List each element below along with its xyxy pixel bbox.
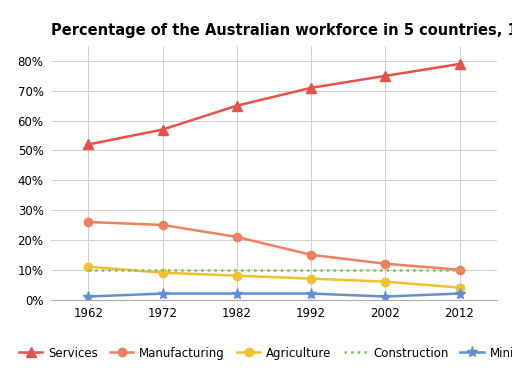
Agriculture — [457, 285, 463, 290]
Mining — [382, 294, 388, 299]
Text: Percentage of the Australian workforce in 5 countries, 1962 - 2012: Percentage of the Australian workforce i… — [51, 23, 512, 38]
Mining — [457, 291, 463, 296]
Mining — [233, 291, 240, 296]
Manufacturing — [457, 267, 463, 272]
Legend: Services, Manufacturing, Agriculture, Construction, Mining: Services, Manufacturing, Agriculture, Co… — [14, 342, 512, 364]
Manufacturing — [308, 253, 314, 257]
Line: Manufacturing: Manufacturing — [84, 218, 464, 274]
Services — [85, 142, 91, 147]
Construction — [457, 267, 463, 272]
Construction — [382, 267, 388, 272]
Agriculture — [85, 265, 91, 269]
Agriculture — [308, 276, 314, 281]
Manufacturing — [382, 262, 388, 266]
Agriculture — [382, 279, 388, 284]
Agriculture — [233, 273, 240, 278]
Construction — [159, 267, 165, 272]
Line: Mining: Mining — [83, 288, 465, 302]
Line: Services: Services — [83, 59, 464, 149]
Services — [457, 62, 463, 66]
Mining — [308, 291, 314, 296]
Line: Agriculture: Agriculture — [84, 263, 464, 292]
Services — [159, 127, 165, 132]
Agriculture — [159, 270, 165, 275]
Mining — [85, 294, 91, 299]
Manufacturing — [159, 223, 165, 227]
Mining — [159, 291, 165, 296]
Manufacturing — [85, 220, 91, 224]
Services — [382, 74, 388, 78]
Construction — [308, 267, 314, 272]
Construction — [85, 267, 91, 272]
Services — [233, 103, 240, 108]
Services — [308, 86, 314, 90]
Construction — [233, 267, 240, 272]
Manufacturing — [233, 235, 240, 239]
